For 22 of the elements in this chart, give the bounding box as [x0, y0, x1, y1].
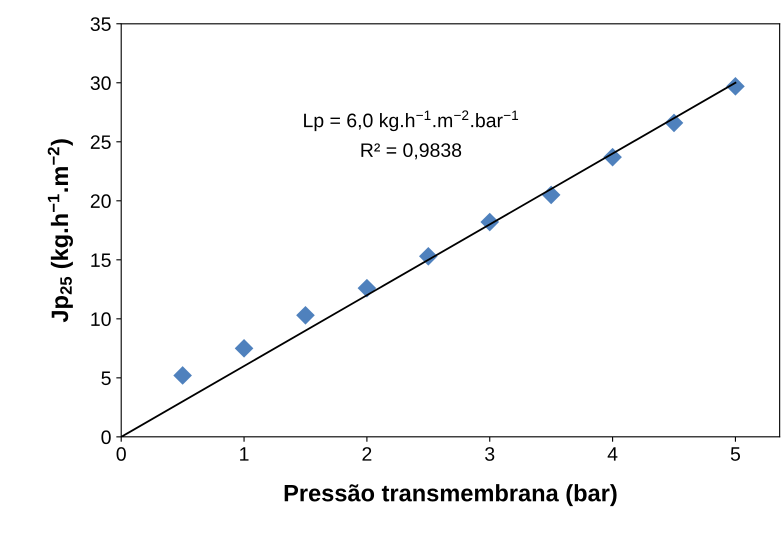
y-tick-label: 35: [90, 17, 111, 31]
x-tick-label: 2: [362, 447, 372, 461]
y-tick-label: 15: [91, 253, 111, 268]
y-tick-label: 10: [91, 312, 111, 326]
y-tick-label: 25: [90, 135, 111, 150]
point: [358, 278, 376, 298]
annotation: Lp = 6,0 kg.h$^{−1}$.m$^{−2}$.bar$^{−1}$: [304, 110, 518, 132]
point: [173, 366, 192, 385]
x-tick-label: 0: [116, 447, 126, 461]
point: [234, 339, 254, 358]
y-tick-label: 20: [90, 194, 111, 208]
x-tick-label: 1: [240, 447, 249, 461]
x-tick-label: 3: [485, 447, 494, 461]
y-tick-label: 5: [101, 372, 111, 386]
x-tick-label: 4: [608, 447, 618, 461]
x-tick-label: 5: [730, 447, 740, 461]
x-axis-title: Pressão transmembrana (bar): [284, 484, 617, 506]
annotation: R² = 0,9838: [361, 143, 462, 160]
y-tick-label: 0: [101, 430, 111, 444]
y-axis-title: Jp$_{25}$ (kg.h$^{−1}$.m$^{−2}$): [48, 139, 73, 322]
point: [296, 306, 315, 325]
y-tick-label: 30: [90, 76, 111, 90]
